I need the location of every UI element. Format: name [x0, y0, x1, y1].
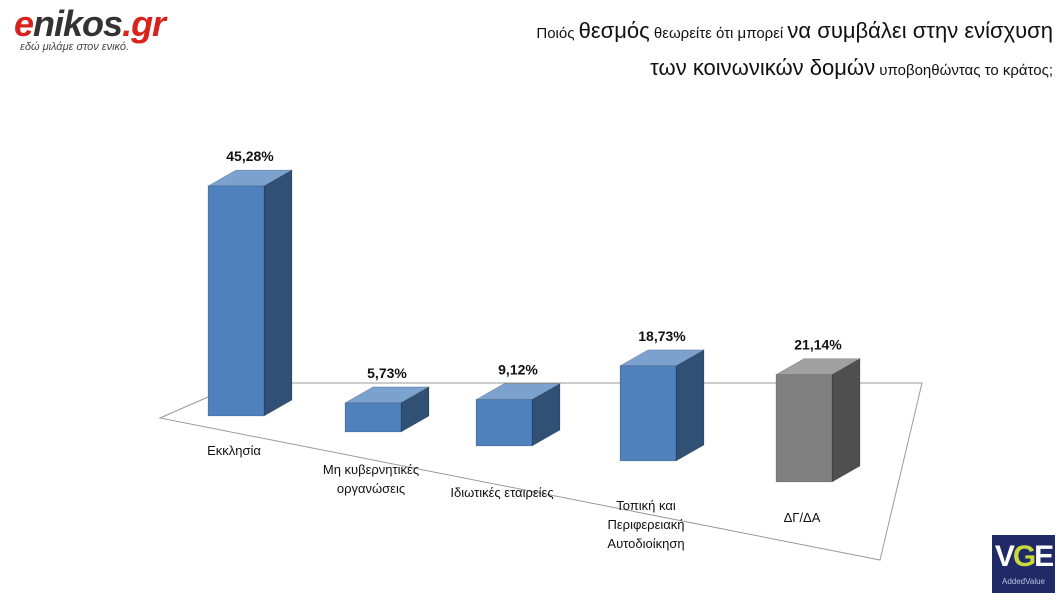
title-line-1: Ποιός θεσμός θεωρείτε ότι μπορεί να συμβ… — [293, 14, 1053, 51]
bar-front — [344, 402, 402, 433]
title-text: των κοινωνικών δομών — [650, 55, 876, 80]
bar-front — [775, 374, 833, 483]
bar — [774, 358, 862, 483]
data-label: 45,28% — [226, 148, 274, 164]
category-label-line: Τοπική και — [616, 498, 676, 513]
data-label: 9,12% — [498, 362, 538, 378]
logo-main: nikos — [33, 3, 123, 44]
bar — [206, 169, 294, 417]
badge-mark: VGE — [994, 540, 1054, 573]
category-label: Ιδιωτικές εταιρείες — [450, 485, 553, 500]
data-label: 5,73% — [367, 365, 407, 381]
category-label: Εκκλησία — [207, 443, 261, 458]
bar-front — [207, 185, 265, 417]
bar-front — [475, 399, 533, 447]
title-text: Ποιός — [536, 25, 579, 42]
data-label: 21,14% — [794, 337, 842, 353]
bar — [343, 386, 431, 433]
title-text: να συμβάλει στην ενίσχυση — [787, 18, 1053, 43]
chart-title: Ποιός θεσμός θεωρείτε ότι μπορεί να συμβ… — [293, 14, 1053, 88]
category-label-line: Περιφερειακή — [607, 517, 684, 532]
title-text: υποβοηθώντας το κράτος; — [875, 62, 1053, 79]
category-label-line: οργανώσεις — [337, 481, 405, 496]
category-label-line: Εκκλησία — [207, 443, 261, 458]
logo-wordmark: enikos.gr — [14, 6, 184, 42]
bar-side — [831, 358, 861, 483]
labels-group: 45,28% Εκκλησία 5,73% Μη κυβερνητικές οργανώ… — [207, 148, 842, 551]
category-label-line: ΔΓ/ΔΑ — [784, 510, 821, 525]
logo-tagline: εδώ μιλάμε στον ενικό. — [20, 41, 130, 53]
title-text: θεσμός — [578, 18, 650, 43]
title-line-2: των κοινωνικών δομών υποβοηθώντας το κρά… — [293, 51, 1053, 88]
bar — [474, 383, 562, 447]
enikos-logo: enikos.gr εδώ μιλάμε στον ενικό. — [14, 6, 184, 56]
category-label: Τοπική και Περιφερειακή Αυτοδιοίκηση — [607, 498, 684, 551]
category-label: ΔΓ/ΔΑ — [784, 510, 821, 525]
addedvalue-badge: VGE AddedValue — [992, 535, 1055, 593]
title-text: θεωρείτε ότι μπορεί — [649, 25, 788, 42]
bar-front — [619, 365, 677, 462]
category-label-line: Μη κυβερνητικές — [323, 462, 419, 477]
logo-e: e — [14, 3, 34, 44]
data-label: 18,73% — [638, 328, 686, 344]
bars-group — [206, 169, 862, 483]
bar-side — [675, 349, 705, 462]
logo-domain: .gr — [122, 3, 166, 44]
bar — [618, 349, 706, 462]
bar-side — [263, 169, 293, 417]
badge-caption: AddedValue — [1002, 577, 1045, 586]
category-label-line: Ιδιωτικές εταιρείες — [450, 485, 553, 500]
category-label-line: Αυτοδιοίκηση — [607, 536, 684, 551]
category-label: Μη κυβερνητικές οργανώσεις — [323, 462, 419, 496]
